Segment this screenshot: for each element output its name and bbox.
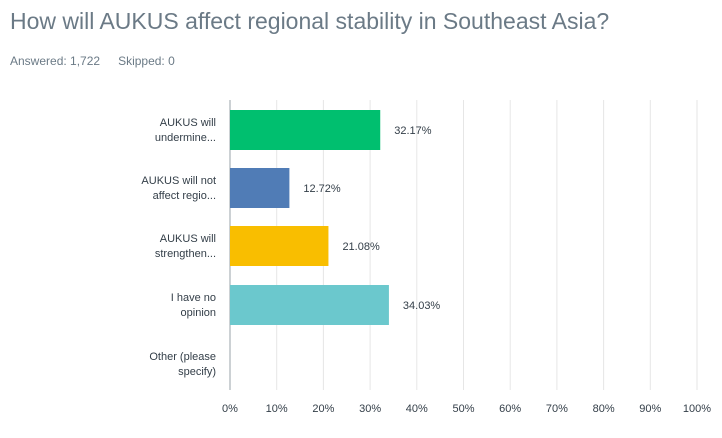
- bar[interactable]: [230, 168, 290, 208]
- x-tick-label: 40%: [406, 403, 428, 415]
- response-stats: Answered: 1,722 Skipped: 0: [10, 54, 175, 68]
- category-label: Other (please specify): [149, 351, 216, 378]
- x-tick-label: 30%: [359, 403, 381, 415]
- question-title: How will AUKUS affect regional stability…: [10, 8, 610, 34]
- x-tick-label: 20%: [312, 403, 334, 415]
- category-label: AUKUS will strengthen...: [155, 233, 216, 260]
- bar[interactable]: [230, 110, 381, 150]
- category-label: AUKUS will undermine...: [155, 117, 216, 144]
- category-label: AUKUS will not affect regio...: [141, 175, 216, 202]
- category-label: I have no opinion: [171, 292, 216, 319]
- data-label: 21.08%: [342, 241, 380, 253]
- data-label: 12.72%: [303, 183, 341, 195]
- bar[interactable]: [230, 226, 329, 266]
- bar[interactable]: [230, 285, 389, 325]
- x-tick-label: 80%: [593, 403, 615, 415]
- x-tick-label: 100%: [683, 403, 711, 415]
- x-tick-label: 0%: [222, 403, 238, 415]
- skipped-count: Skipped: 0: [118, 54, 175, 68]
- x-tick-label: 60%: [499, 403, 521, 415]
- data-label: 34.03%: [403, 300, 441, 312]
- answered-count: Answered: 1,722: [10, 54, 101, 68]
- x-tick-label: 10%: [266, 403, 288, 415]
- x-tick-label: 70%: [546, 403, 568, 415]
- x-tick-label: 90%: [639, 403, 661, 415]
- data-label: 32.17%: [394, 125, 432, 137]
- x-tick-label: 50%: [452, 403, 474, 415]
